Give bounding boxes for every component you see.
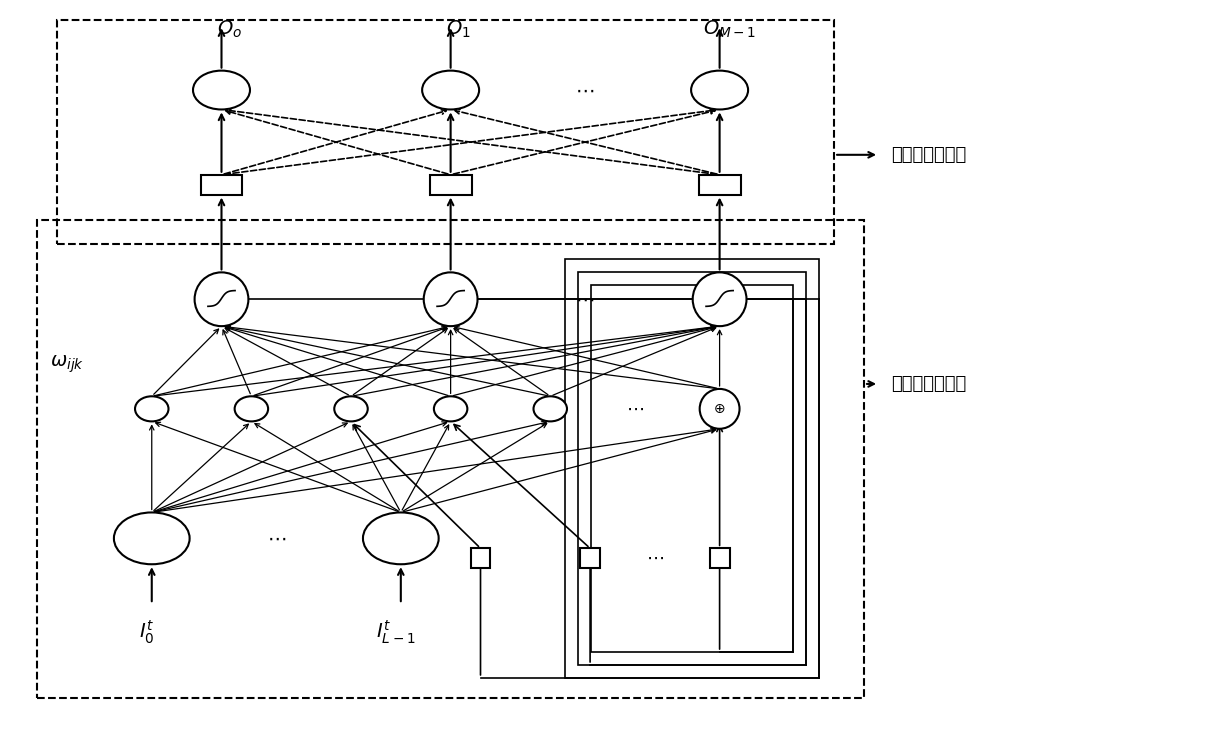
Ellipse shape xyxy=(534,396,567,421)
Bar xyxy=(429,175,471,195)
Text: 在空间上的融合: 在空间上的融合 xyxy=(891,146,967,164)
Bar xyxy=(699,175,740,195)
Bar xyxy=(57,21,834,244)
Bar xyxy=(592,286,793,652)
Text: $\oplus$: $\oplus$ xyxy=(713,401,726,416)
Text: $O_o$: $O_o$ xyxy=(216,19,242,40)
Ellipse shape xyxy=(114,512,189,564)
Text: 在时间上的融合: 在时间上的融合 xyxy=(891,375,967,393)
Circle shape xyxy=(194,272,248,326)
Bar xyxy=(566,259,819,677)
Circle shape xyxy=(423,272,477,326)
Circle shape xyxy=(700,389,739,429)
Text: $I_{L-1}^t$: $I_{L-1}^t$ xyxy=(376,619,416,647)
Bar xyxy=(471,548,491,568)
Text: $\cdots$: $\cdots$ xyxy=(576,290,595,309)
Text: $O_1$: $O_1$ xyxy=(446,19,471,40)
Text: $\cdots$: $\cdots$ xyxy=(267,529,285,548)
Text: $\omega_{ijk}$: $\omega_{ijk}$ xyxy=(50,353,85,375)
Bar xyxy=(581,548,600,568)
Text: $\cdots$: $\cdots$ xyxy=(576,81,595,100)
Bar xyxy=(200,175,242,195)
Ellipse shape xyxy=(335,396,368,421)
Text: $O_{M-1}$: $O_{M-1}$ xyxy=(702,19,756,40)
Text: $\cdots$: $\cdots$ xyxy=(646,549,664,567)
Ellipse shape xyxy=(193,70,250,109)
Circle shape xyxy=(692,272,747,326)
Text: $\cdots$: $\cdots$ xyxy=(626,400,645,418)
Ellipse shape xyxy=(434,396,467,421)
Bar xyxy=(37,219,863,698)
Ellipse shape xyxy=(135,396,169,421)
Bar xyxy=(578,272,807,665)
Bar xyxy=(710,548,729,568)
Ellipse shape xyxy=(691,70,748,109)
Ellipse shape xyxy=(422,70,480,109)
Ellipse shape xyxy=(363,512,439,564)
Text: $I_0^t$: $I_0^t$ xyxy=(139,619,155,647)
Ellipse shape xyxy=(235,396,268,421)
